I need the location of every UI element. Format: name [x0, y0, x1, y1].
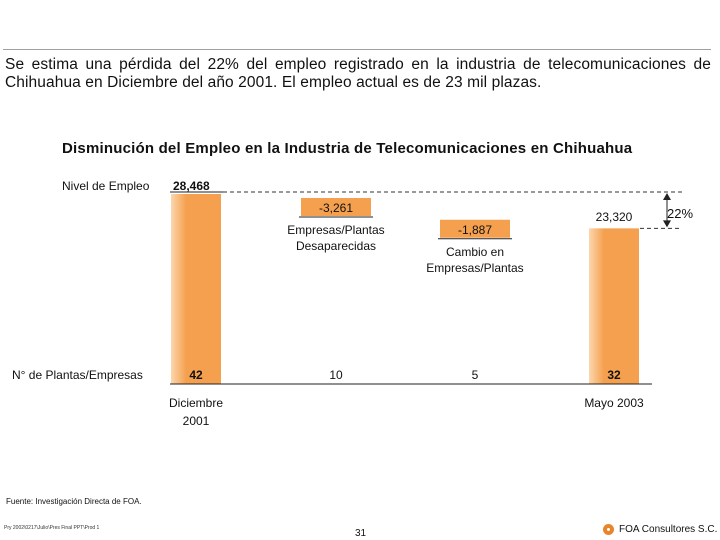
bracket-arrow-up	[663, 193, 671, 200]
bar-total-3	[589, 228, 639, 384]
x-category-0-a: Diciembre	[169, 396, 223, 410]
plants-count-0: 42	[189, 368, 203, 382]
data-label-delta-1: -3,261	[319, 201, 353, 215]
step-caption-1-b: Desaparecidas	[296, 239, 376, 253]
delta-box-2	[440, 219, 510, 238]
bar-total-0	[171, 194, 221, 384]
plants-row-label: N° de Plantas/Empresas	[12, 368, 143, 382]
y-axis-label: Nivel de Empleo	[62, 179, 150, 193]
annotation-percent: 22%	[667, 206, 693, 221]
x-category-0-b: 2001	[183, 414, 210, 428]
step-caption-2-b: Empresas/Plantas	[426, 261, 523, 275]
data-label-end: 23,320	[596, 210, 633, 224]
chart-title: Disminución del Empleo en la Industria d…	[62, 140, 633, 157]
file-path: Pry 2002\0217\Julio\Pres Final PPT\Prod …	[4, 525, 100, 531]
plants-count-2: 5	[472, 368, 479, 382]
plants-count-1: 10	[329, 368, 343, 382]
top-divider	[3, 49, 711, 50]
brand: FOA Consultores S.C.	[603, 524, 717, 535]
brand-logo-icon	[603, 524, 614, 535]
brand-name: FOA Consultores S.C.	[619, 524, 718, 535]
plants-count-3: 32	[607, 368, 621, 382]
source-note: Fuente: Investigación Directa de FOA.	[6, 497, 142, 506]
headline: Se estima una pérdida del 22% del empleo…	[5, 56, 711, 91]
x-category-3: Mayo 2003	[584, 396, 644, 410]
page-number: 31	[355, 528, 367, 539]
bracket-arrow-down	[663, 220, 671, 228]
step-caption-1-a: Empresas/Plantas	[287, 223, 384, 237]
delta-box-1	[301, 198, 371, 216]
step-caption-2-a: Cambio en	[446, 245, 504, 259]
data-label-delta-2: -1,887	[458, 223, 492, 237]
data-label-start: 28,468	[173, 179, 210, 193]
